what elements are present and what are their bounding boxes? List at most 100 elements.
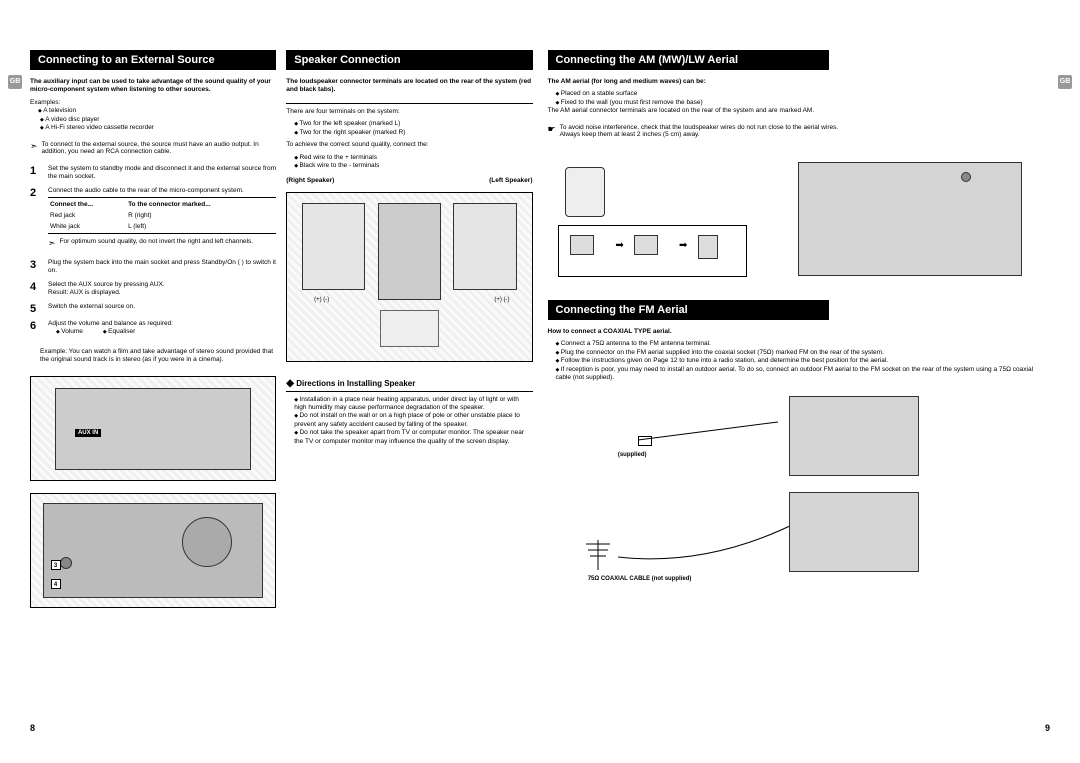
step-number: 1 (30, 165, 42, 182)
step-body: Switch the external source on. (48, 303, 276, 315)
table-cell: Red jack (50, 212, 126, 220)
step-number: 3 (30, 259, 42, 276)
intro-external: The auxiliary input can be used to take … (30, 78, 276, 95)
hand-icon: ☛ (548, 124, 556, 138)
examples-block: Examples: A television A video disc play… (30, 99, 276, 133)
page-spread: GB 8 Connecting to an External Source Th… (0, 0, 1080, 763)
step-1: 1 Set the system to standby mode and dis… (30, 165, 276, 182)
column-speaker-connection: Speaker Connection The loudspeaker conne… (286, 50, 532, 733)
header-am-aerial: Connecting the AM (MW)/LW Aerial (548, 50, 829, 70)
step-3: 3 Plug the system back into the main soc… (30, 259, 276, 276)
table-cell: L (left) (128, 223, 274, 231)
left-page: GB 8 Connecting to an External Source Th… (30, 50, 533, 733)
table-header: To the connector marked... (128, 200, 274, 210)
page-number-right: 9 (1045, 723, 1050, 733)
am-loop-diagram: ➡ ➡ (548, 154, 763, 284)
terminal-item: Two for the right speaker (marked R) (294, 129, 532, 137)
callout-4: 4 (51, 579, 61, 589)
speaker-wiring-diagram: (+) (-) (+) (-) (286, 192, 532, 362)
fm-item: If reception is poor, you may need to in… (556, 366, 1051, 383)
direction-item: Do not take the speaker apart from TV or… (294, 429, 532, 446)
note-optimum: ➣ For optimum sound quality, do not inve… (48, 238, 276, 250)
example-item: A Hi-Fi stereo video cassette recorder (40, 124, 276, 132)
note-text: For optimum sound quality, do not invert… (60, 238, 254, 250)
left-speaker-label: (Left Speaker) (489, 177, 532, 184)
fm-subhead: How to connect a COAXIAL TYPE aerial. (548, 328, 1051, 336)
examples-label: Examples: (30, 99, 60, 106)
am-intro-item: Fixed to the wall (you must first remove… (556, 99, 1051, 107)
example-note: Example: You can watch a film and take a… (40, 348, 276, 365)
step-2: 2 Connect the audio cable to the rear of… (30, 187, 276, 254)
note-text: To connect to the external source, the s… (42, 141, 277, 155)
direction-item: Do not install on the wall or on a high … (294, 412, 532, 429)
step-result: Result: AUX is displayed. (48, 289, 121, 296)
am-intro-item: Placed on a stable surface (556, 90, 1051, 98)
am-intro: The AM aerial (for long and medium waves… (548, 78, 1051, 86)
aux-in-label: AUX IN (75, 429, 101, 437)
callout-3: 3 (51, 560, 61, 570)
page-number-left: 8 (30, 723, 35, 733)
terminals-text: There are four terminals on the system: (286, 108, 532, 116)
fm-item: Connect a 75Ω antenna to the FM antenna … (556, 340, 1051, 348)
aux-rear-diagram: AUX IN (30, 376, 276, 481)
polarity-label: (+) (-) (494, 297, 509, 303)
wire-item: Black wire to the - terminals (294, 162, 532, 170)
step-number: 6 (30, 320, 42, 337)
coax-cable-label: 75Ω COAXIAL CABLE (not supplied) (588, 576, 692, 582)
step-body: Plug the system back into the main socke… (48, 259, 276, 276)
step-text: Connect the audio cable to the rear of t… (48, 187, 244, 194)
column-external-source: Connecting to an External Source The aux… (30, 50, 276, 733)
header-external-source: Connecting to an External Source (30, 50, 276, 70)
adjust-item: Volume (56, 328, 83, 336)
step-text: Select the AUX source by pressing AUX. (48, 281, 165, 288)
header-fm-aerial: Connecting the FM Aerial (548, 300, 829, 320)
direction-item: Installation in a place near heating app… (294, 396, 532, 413)
adjust-item: Equaliser (103, 328, 135, 336)
jack-table: Connect the...To the connector marked...… (48, 197, 276, 234)
step-body: Set the system to standby mode and disco… (48, 165, 276, 182)
right-speaker-label: (Right Speaker) (286, 177, 334, 184)
antenna-icon (578, 532, 618, 574)
wire-item: Red wire to the + terminals (294, 154, 532, 162)
step-body: Adjust the volume and balance as require… (48, 320, 276, 337)
am-rear-diagram (771, 154, 1051, 284)
step-number: 5 (30, 303, 42, 315)
polarity-label: (+) (-) (314, 297, 329, 303)
install-heading-text: Directions in Installing Speaker (296, 379, 415, 388)
am-location: The AM aerial connector terminals are lo… (548, 107, 1051, 115)
step-5: 5 Switch the external source on. (30, 303, 276, 315)
table-cell: R (right) (128, 212, 274, 220)
note-icon: ➣ (30, 141, 38, 155)
table-cell: White jack (50, 223, 126, 231)
table-header: Connect the... (50, 200, 126, 210)
step-4: 4 Select the AUX source by pressing AUX.… (30, 281, 276, 298)
divider (286, 103, 532, 104)
step-number: 2 (30, 187, 42, 254)
step-6: 6 Adjust the volume and balance as requi… (30, 320, 276, 337)
fm-item: Follow the instructions given on Page 12… (556, 357, 1051, 365)
example-item: A television (38, 107, 276, 115)
language-badge-right: GB (1058, 75, 1072, 89)
terminal-item: Two for the left speaker (marked L) (294, 120, 532, 128)
step-body: Connect the audio cable to the rear of t… (48, 187, 276, 254)
install-directions-heading: ◆ Directions in Installing Speaker (286, 378, 532, 392)
column-aerials: Connecting the AM (MW)/LW Aerial The AM … (548, 50, 1051, 733)
front-panel-diagram: 3 4 (30, 493, 276, 608)
note-line1: To avoid noise interference, check that … (560, 124, 839, 131)
speaker-intro: The loudspeaker connector terminals are … (286, 78, 532, 95)
steps-list: 1 Set the system to standby mode and dis… (30, 165, 276, 342)
step-number: 4 (30, 281, 42, 298)
note-icon: ➣ (48, 238, 56, 250)
example-item: A video disc player (40, 116, 276, 124)
fm-wiring-diagram: (supplied) 75Ω COAXIAL CABLE (not suppli… (548, 392, 1051, 592)
am-diagrams-row: ➡ ➡ (548, 148, 1051, 290)
fm-item: Plug the connector on the FM aerial supp… (556, 349, 1051, 357)
note-line2: Always keep them at least 2 inches (5 cm… (560, 131, 700, 138)
am-noise-note: ☛ To avoid noise interference, check tha… (548, 124, 1051, 138)
right-page: GB 9 Connecting the AM (MW)/LW Aerial Th… (548, 50, 1051, 733)
step-body: Select the AUX source by pressing AUX. R… (48, 281, 276, 298)
note-text: To avoid noise interference, check that … (560, 124, 839, 138)
language-badge-left: GB (8, 75, 22, 89)
note-rca: ➣ To connect to the external source, the… (30, 141, 276, 155)
wire-text: To achieve the correct sound quality, co… (286, 141, 532, 149)
